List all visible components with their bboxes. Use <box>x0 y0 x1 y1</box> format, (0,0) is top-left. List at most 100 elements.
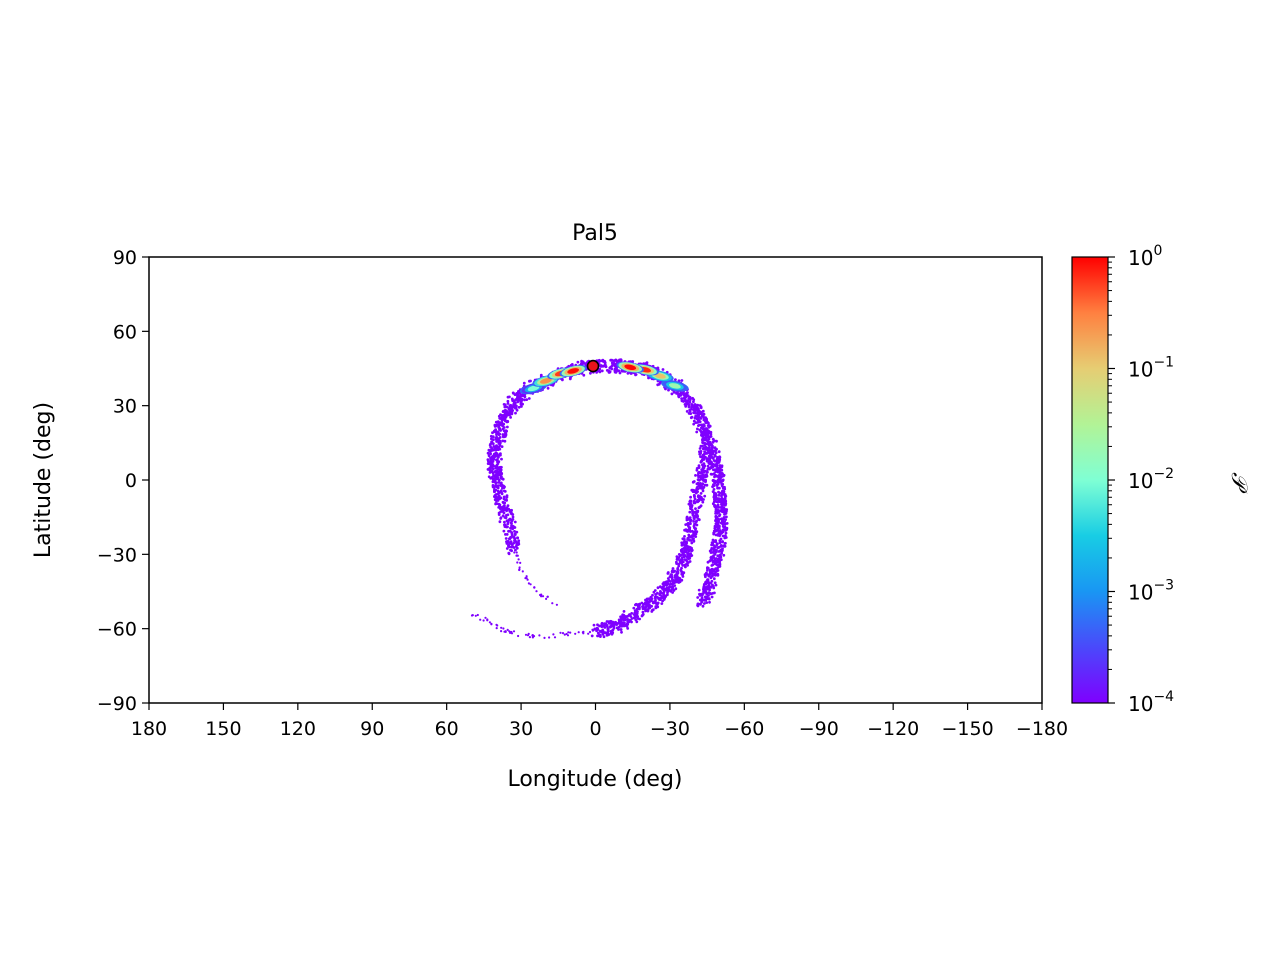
stream-particle <box>723 513 726 516</box>
stream-particle <box>716 569 720 572</box>
stream-particle <box>656 603 659 606</box>
stream-particle <box>696 514 699 518</box>
stream-particle <box>497 506 501 509</box>
stream-particle <box>722 544 726 548</box>
stream-particle <box>523 393 526 397</box>
stream-particle <box>706 581 710 585</box>
stream-particle <box>724 503 727 507</box>
stream-particle <box>702 427 706 431</box>
stream-particle <box>642 603 645 607</box>
density-blob <box>527 385 540 392</box>
stream-particle <box>546 595 549 598</box>
stream-particle <box>524 633 528 636</box>
stream-particle <box>602 635 606 639</box>
stream-particle <box>507 551 511 555</box>
stream-particle <box>721 503 724 506</box>
stream-particle <box>710 452 714 455</box>
stream-particle <box>506 425 509 429</box>
stream-particle <box>673 569 676 573</box>
stream-particle <box>615 368 619 371</box>
stream-particle <box>690 541 694 545</box>
stream-particle <box>503 405 507 409</box>
stream-particle <box>641 610 645 614</box>
stream-particle <box>722 490 726 494</box>
x-tick-label: 180 <box>131 718 167 740</box>
stream-particle <box>704 421 708 425</box>
stream-particle <box>519 401 523 405</box>
stream-particle <box>624 618 627 622</box>
stream-particle <box>720 465 724 469</box>
stream-particle <box>691 534 694 537</box>
stream-particle <box>708 460 712 463</box>
stream-particle <box>587 632 590 635</box>
stream-particle <box>688 398 692 402</box>
stream-particle <box>551 602 554 605</box>
stream-particle <box>650 604 653 608</box>
stream-particle <box>710 595 714 599</box>
stream-particle <box>491 467 495 471</box>
stream-particle <box>695 467 699 470</box>
stream-particle <box>678 554 682 558</box>
stream-particle <box>502 489 506 493</box>
stream-particle <box>715 463 719 467</box>
stream-particle <box>706 457 709 461</box>
stream-particle <box>610 622 613 626</box>
stream-particle <box>689 552 692 556</box>
y-axis-label: Latitude (deg) <box>31 402 56 558</box>
stream-particle <box>668 580 672 583</box>
stream-particle <box>508 404 512 408</box>
stream-particle <box>506 412 510 416</box>
stream-particle <box>708 445 711 449</box>
stream-particle <box>692 499 696 503</box>
stream-particle <box>515 554 518 557</box>
stream-particle <box>706 464 710 468</box>
stream-particle <box>698 471 702 475</box>
stream-particle <box>514 540 518 544</box>
stream-particle <box>702 498 705 501</box>
stream-particle <box>702 452 706 456</box>
stream-particle <box>513 520 517 524</box>
y-tick-label: −30 <box>97 544 137 566</box>
stream-particle <box>487 454 491 458</box>
stream-particle <box>516 398 520 402</box>
stream-particle <box>717 517 720 521</box>
stream-particle <box>545 597 548 601</box>
stream-particle <box>501 514 505 518</box>
stream-particle <box>666 572 670 575</box>
stream-particle <box>702 455 706 459</box>
stream-particle <box>511 545 515 549</box>
stream-particle <box>495 473 499 477</box>
stream-particle <box>606 633 609 637</box>
stream-particle <box>721 540 724 544</box>
stream-particle <box>513 537 517 540</box>
stream-particle <box>690 403 694 406</box>
stream-particle <box>704 581 707 584</box>
x-tick-label: −90 <box>799 718 839 740</box>
stream-particle <box>680 566 683 570</box>
stream-particle <box>500 492 504 496</box>
stream-particle <box>670 392 674 396</box>
stream-particle <box>514 544 518 548</box>
x-tick-label: 150 <box>205 718 241 740</box>
stream-particle <box>702 446 706 450</box>
stream-particle <box>623 614 627 618</box>
stream-particle <box>657 597 661 601</box>
stream-particle <box>654 606 658 609</box>
stream-particle <box>698 495 701 499</box>
stream-particle <box>698 484 702 488</box>
stream-particle <box>714 470 718 473</box>
stream-particle <box>609 625 612 629</box>
stream-particle <box>486 458 490 462</box>
stream-particle <box>715 505 719 508</box>
stream-particle <box>720 521 723 525</box>
stream-particle <box>521 570 524 573</box>
stream-particle <box>699 492 703 495</box>
stream-particle <box>693 408 697 412</box>
stream-particle <box>496 466 500 470</box>
stream-particle <box>565 632 568 636</box>
stream-particle <box>725 515 728 519</box>
stream-arm-left-upper <box>486 359 603 556</box>
stream-particle <box>495 423 499 427</box>
stream-particle <box>679 391 683 395</box>
